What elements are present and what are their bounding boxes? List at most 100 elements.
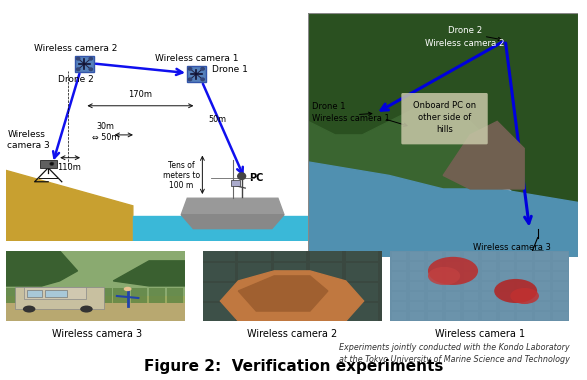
Circle shape (80, 306, 93, 313)
Bar (149, 288, 165, 303)
Bar (500, 272, 514, 280)
Circle shape (76, 67, 80, 71)
Bar (464, 272, 478, 280)
Bar (428, 292, 442, 300)
Bar (310, 283, 342, 301)
Circle shape (428, 267, 460, 285)
Bar (482, 282, 496, 290)
Bar (500, 262, 514, 270)
Bar (6, 303, 185, 321)
Bar (554, 262, 568, 270)
Circle shape (238, 173, 245, 179)
Bar (410, 282, 424, 290)
Circle shape (89, 67, 93, 71)
Bar (203, 303, 235, 321)
Bar (96, 288, 112, 303)
Bar (500, 252, 514, 260)
Bar (518, 252, 532, 260)
Bar (482, 272, 496, 280)
Bar (518, 312, 532, 320)
Circle shape (23, 306, 35, 313)
Text: Wireless camera 3: Wireless camera 3 (52, 329, 142, 339)
Circle shape (124, 287, 131, 291)
Bar (446, 302, 460, 310)
Text: ⇔ 50m: ⇔ 50m (92, 133, 119, 142)
Bar (60, 288, 76, 303)
Bar (446, 282, 460, 290)
Bar (274, 283, 306, 301)
Bar (446, 252, 460, 260)
Bar (410, 292, 424, 300)
Bar (535, 262, 549, 270)
Polygon shape (308, 13, 578, 203)
Bar (464, 302, 478, 310)
Polygon shape (308, 108, 497, 256)
Bar (500, 312, 514, 320)
Bar (464, 252, 478, 260)
Polygon shape (6, 251, 77, 286)
Bar (500, 292, 514, 300)
Bar (554, 312, 568, 320)
Bar (131, 288, 147, 303)
Polygon shape (221, 271, 363, 321)
Bar (28, 290, 42, 297)
Bar (6, 288, 22, 303)
Circle shape (494, 279, 537, 303)
FancyBboxPatch shape (187, 66, 206, 82)
Bar (464, 282, 478, 290)
Text: 50m: 50m (208, 115, 227, 124)
Bar (45, 290, 67, 297)
Bar (410, 272, 424, 280)
Bar (464, 262, 478, 270)
Bar (410, 312, 424, 320)
Bar (238, 263, 271, 281)
Bar (77, 288, 93, 303)
Bar (310, 263, 342, 281)
Bar (346, 263, 378, 281)
Bar (518, 262, 532, 270)
Bar (482, 262, 496, 270)
Text: Wireless camera 1: Wireless camera 1 (312, 114, 390, 123)
Bar (238, 303, 271, 321)
Bar (410, 252, 424, 260)
Bar (392, 252, 406, 260)
Bar (167, 288, 183, 303)
Bar (428, 252, 442, 260)
Bar (446, 272, 460, 280)
Bar (346, 303, 378, 321)
Bar (274, 303, 306, 321)
Circle shape (200, 78, 205, 81)
Bar (482, 312, 496, 320)
Bar (23, 287, 86, 299)
Bar (392, 262, 406, 270)
Bar (410, 262, 424, 270)
Text: 170m: 170m (129, 90, 153, 100)
Bar (535, 282, 549, 290)
Bar (518, 292, 532, 300)
Circle shape (428, 257, 478, 285)
Polygon shape (181, 198, 284, 215)
Text: Experiments jointly conducted with the Kondo Laboratory: Experiments jointly conducted with the K… (339, 343, 569, 352)
Bar (464, 312, 478, 320)
Polygon shape (133, 216, 308, 241)
Circle shape (50, 162, 54, 166)
Bar (518, 282, 532, 290)
Bar (392, 282, 406, 290)
Bar (554, 252, 568, 260)
Text: at the Tokyo University of Marine Science and Technology: at the Tokyo University of Marine Scienc… (339, 355, 569, 364)
Polygon shape (6, 170, 133, 241)
Bar (446, 262, 460, 270)
Text: Drone 2: Drone 2 (448, 26, 482, 35)
Bar (274, 263, 306, 281)
Circle shape (200, 67, 205, 71)
Bar (518, 302, 532, 310)
Bar (535, 272, 549, 280)
Bar (428, 282, 442, 290)
Bar (203, 243, 235, 261)
Text: Wireless
camera 3: Wireless camera 3 (8, 130, 50, 150)
Bar (554, 292, 568, 300)
Bar (346, 283, 378, 301)
Bar (535, 302, 549, 310)
Bar (446, 312, 460, 320)
Bar (203, 263, 235, 281)
